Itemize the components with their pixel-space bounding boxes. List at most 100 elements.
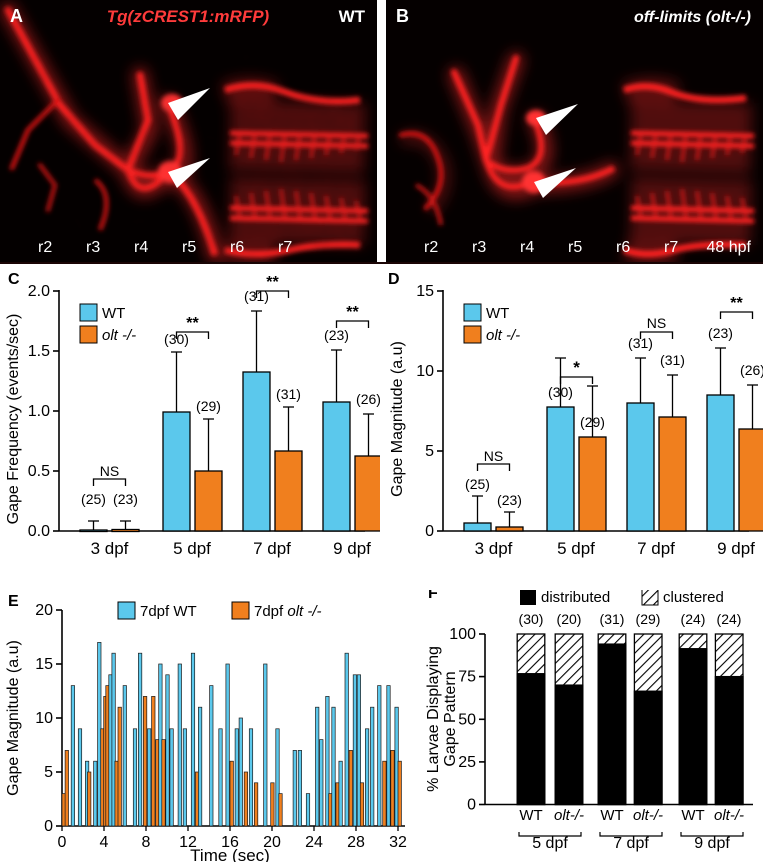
svg-text:(23): (23) [497,492,522,508]
svg-text:48 hpf: 48 hpf [707,239,752,256]
svg-text:1.5: 1.5 [28,343,50,360]
svg-text:WT: WT [339,7,366,26]
svg-text:2.0: 2.0 [28,283,50,300]
svg-text:(31): (31) [660,352,685,368]
svg-text:r4: r4 [134,239,148,256]
svg-text:(23): (23) [113,491,138,507]
svg-text:E: E [8,593,19,610]
svg-text:distributed: distributed [541,590,610,606]
svg-text:(30): (30) [519,611,544,627]
svg-text:Gape Pattern: Gape Pattern [442,671,459,766]
svg-text:7 dpf: 7 dpf [637,539,675,558]
svg-text:Gape Magnitude (a.u): Gape Magnitude (a.u) [389,341,406,497]
svg-text:10: 10 [416,363,434,380]
svg-text:9 dpf: 9 dpf [333,539,371,558]
svg-text:(25): (25) [465,476,490,492]
svg-text:**: ** [346,304,359,321]
svg-text:NS: NS [100,463,119,479]
svg-text:Gape Magnitude (a.u): Gape Magnitude (a.u) [5,640,22,796]
svg-text:(31): (31) [276,386,301,402]
svg-text:(24): (24) [681,611,706,627]
svg-text:WT: WT [486,305,509,322]
svg-text:(24): (24) [717,611,742,627]
svg-text:7dpf olt -/-: 7dpf olt -/- [254,603,322,620]
svg-text:WT: WT [600,807,623,824]
svg-text:0: 0 [467,797,476,814]
svg-text:WT: WT [681,807,704,824]
svg-text:1.0: 1.0 [28,403,50,420]
svg-text:(29): (29) [580,414,605,430]
svg-text:olt -/-: olt -/- [486,327,520,344]
svg-text:(23): (23) [708,325,733,341]
svg-text:r5: r5 [568,239,582,256]
svg-text:NS: NS [484,448,503,464]
svg-text:olt -/-: olt -/- [102,327,136,344]
svg-text:5: 5 [44,764,53,781]
svg-text:(26): (26) [740,362,763,378]
svg-text:r6: r6 [230,239,244,256]
svg-text:F: F [428,590,438,602]
svg-text:100: 100 [449,626,476,643]
svg-text:A: A [10,6,23,26]
svg-text:r6: r6 [616,239,630,256]
svg-text:5: 5 [425,443,434,460]
svg-text:WT: WT [102,305,125,322]
svg-text:C: C [8,271,20,288]
svg-text:24: 24 [305,834,323,851]
svg-text:r2: r2 [424,239,438,256]
svg-text:olt-/-: olt-/- [633,807,663,824]
svg-text:Gape Frequency (events/sec): Gape Frequency (events/sec) [5,314,22,525]
svg-text:50: 50 [458,711,476,728]
svg-text:r3: r3 [472,239,486,256]
svg-text:8: 8 [142,834,151,851]
svg-text:(23): (23) [324,327,349,343]
svg-text:Tg(zCREST1:mRFP): Tg(zCREST1:mRFP) [107,7,270,26]
svg-text:**: ** [266,274,279,291]
svg-text:28: 28 [347,834,365,851]
svg-text:*: * [573,358,580,377]
svg-text:D: D [388,271,400,288]
svg-text:5 dpf: 5 dpf [173,539,211,558]
svg-text:r2: r2 [38,239,52,256]
svg-text:0: 0 [425,523,434,540]
svg-text:WT: WT [519,807,542,824]
svg-text:0.5: 0.5 [28,463,50,480]
svg-text:olt-/-: olt-/- [714,807,744,824]
svg-text:% Larvae Displaying: % Larvae Displaying [425,646,442,792]
svg-text:9 dpf: 9 dpf [694,835,730,852]
svg-text:(25): (25) [81,491,106,507]
svg-text:25: 25 [458,754,476,771]
svg-text:0.0: 0.0 [28,523,50,540]
svg-text:(30): (30) [548,384,573,400]
svg-text:(26): (26) [356,391,380,407]
svg-text:3 dpf: 3 dpf [91,539,129,558]
svg-text:32: 32 [389,834,407,851]
svg-text:r5: r5 [182,239,196,256]
svg-text:5 dpf: 5 dpf [557,539,595,558]
svg-text:0: 0 [58,834,67,851]
svg-text:7 dpf: 7 dpf [613,835,649,852]
svg-text:olt-/-: olt-/- [554,807,584,824]
svg-text:3 dpf: 3 dpf [475,539,513,558]
svg-text:r7: r7 [664,239,678,256]
svg-text:10: 10 [35,710,53,727]
svg-text:4: 4 [100,834,109,851]
svg-text:**: ** [186,315,199,332]
svg-text:**: ** [730,295,743,312]
svg-text:20: 20 [35,602,53,619]
svg-text:0: 0 [44,818,53,835]
svg-text:15: 15 [35,656,53,673]
svg-text:75: 75 [458,669,476,686]
svg-text:7 dpf: 7 dpf [253,539,291,558]
svg-text:5 dpf: 5 dpf [532,835,568,852]
svg-text:r4: r4 [520,239,534,256]
svg-text:(29): (29) [636,611,661,627]
svg-text:9 dpf: 9 dpf [717,539,755,558]
svg-text:r7: r7 [278,239,292,256]
svg-text:B: B [396,6,409,26]
svg-text:clustered: clustered [663,590,724,606]
svg-text:Time (sec): Time (sec) [190,846,270,862]
svg-text:off-limits (olt-/-): off-limits (olt-/-) [634,9,751,26]
svg-text:7dpf WT: 7dpf WT [140,603,197,620]
svg-text:r3: r3 [86,239,100,256]
